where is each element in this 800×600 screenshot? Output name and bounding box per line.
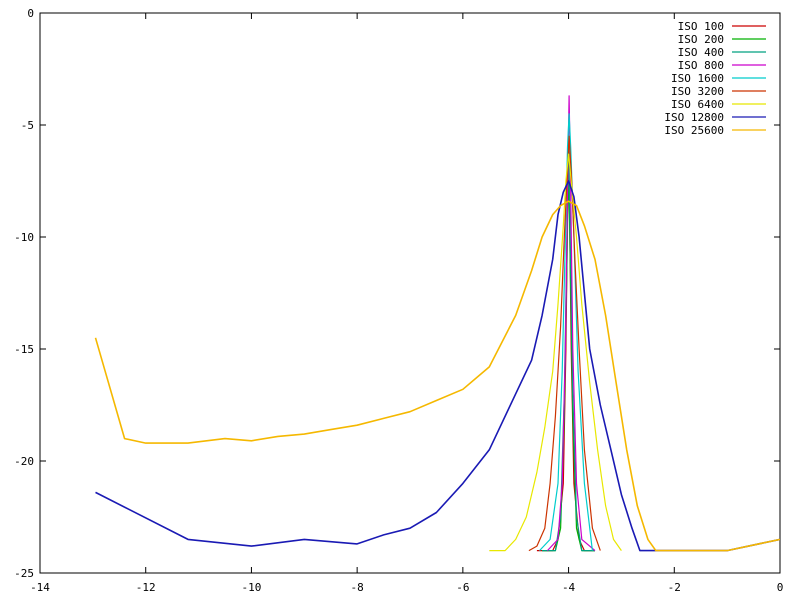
legend-label: ISO 800 xyxy=(678,59,724,72)
legend-label: ISO 100 xyxy=(678,20,724,33)
x-tick-label: -2 xyxy=(668,581,681,594)
series-line-iso-6400 xyxy=(489,153,622,552)
y-tick-label: -20 xyxy=(14,455,34,468)
x-tick-label: -8 xyxy=(351,581,364,594)
x-tick-label: -12 xyxy=(136,581,156,594)
legend-label: ISO 6400 xyxy=(671,98,724,111)
series-line-iso-800 xyxy=(546,95,596,552)
legend-label: ISO 3200 xyxy=(671,85,724,98)
legend-label: ISO 1600 xyxy=(671,72,724,85)
series-line-iso-12800 xyxy=(95,180,780,552)
plot-frame xyxy=(39,12,781,574)
legend-label: ISO 12800 xyxy=(664,111,724,124)
x-tick-label: 0 xyxy=(777,581,784,594)
y-tick-label: -25 xyxy=(14,567,34,580)
y-tick-label: -5 xyxy=(21,119,34,132)
y-tick-label: 0 xyxy=(27,7,34,20)
x-tick-label: -14 xyxy=(30,581,50,594)
x-tick-label: -10 xyxy=(241,581,261,594)
series-line-iso-1600 xyxy=(539,113,593,552)
legend-label: ISO 200 xyxy=(678,33,724,46)
x-tick-label: -6 xyxy=(456,581,469,594)
x-tick-label: -4 xyxy=(562,581,576,594)
series-line-iso-25600 xyxy=(94,200,780,552)
legend-label: ISO 25600 xyxy=(664,124,724,137)
y-tick-label: -10 xyxy=(14,231,34,244)
series-line-iso-3200 xyxy=(528,135,601,552)
y-tick-label: -15 xyxy=(14,343,34,356)
legend-label: ISO 400 xyxy=(678,46,724,59)
axis-ticks: -14 -12 -10 -8 -6 -4 -2 00-5-10-15-20-25 xyxy=(14,7,783,594)
plot-border xyxy=(39,12,781,574)
series-group xyxy=(94,95,780,552)
